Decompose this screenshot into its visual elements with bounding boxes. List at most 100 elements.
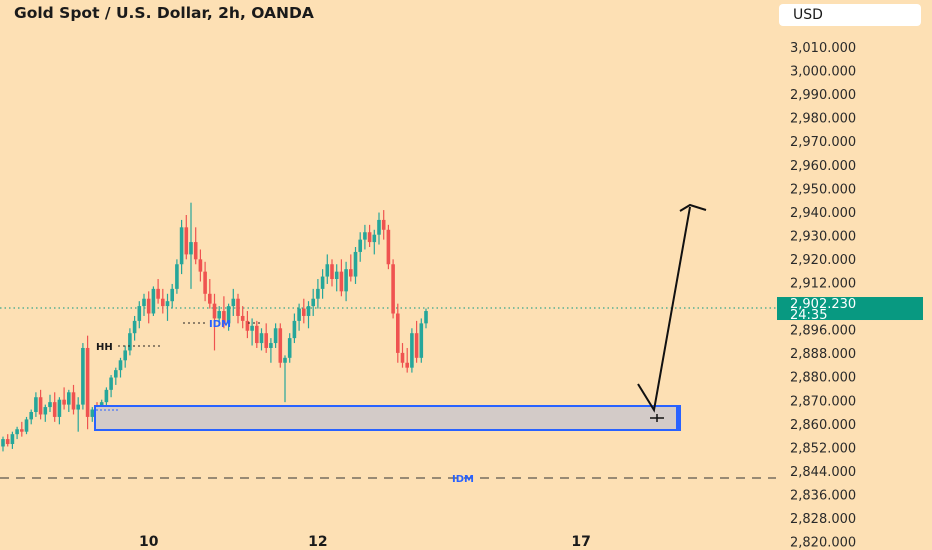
candle-body bbox=[175, 264, 179, 289]
y-tick-label: 3,000.000 bbox=[790, 65, 856, 80]
candle-body bbox=[203, 271, 207, 294]
candle-body bbox=[269, 343, 273, 348]
candle-body bbox=[161, 298, 165, 307]
candle-body bbox=[38, 397, 43, 415]
candle-body bbox=[1, 439, 5, 447]
y-tick-label: 2,888.000 bbox=[790, 347, 856, 362]
candle-body bbox=[278, 328, 283, 363]
y-tick-label: 2,912.000 bbox=[790, 277, 856, 292]
current-price-value: 2,902.230 bbox=[790, 297, 856, 312]
x-tick-label: 12 bbox=[308, 534, 327, 550]
hh-label: HH bbox=[96, 342, 113, 353]
y-tick-label: 2,940.000 bbox=[790, 206, 856, 221]
candle-body bbox=[170, 288, 174, 302]
candle-body bbox=[48, 402, 52, 408]
candle-body bbox=[71, 392, 76, 410]
candles-layer bbox=[1, 202, 428, 452]
candle-body bbox=[151, 288, 156, 314]
candle-body bbox=[330, 264, 334, 280]
current-price-tag bbox=[777, 297, 923, 321]
candle-body bbox=[372, 234, 377, 243]
x-tick-label: 10 bbox=[139, 534, 159, 550]
candle-body bbox=[297, 308, 301, 321]
candle-body bbox=[85, 347, 90, 417]
candle-body bbox=[339, 271, 344, 292]
candle-body bbox=[245, 320, 250, 331]
candle-body bbox=[104, 389, 109, 403]
y-tick-label: 2,930.000 bbox=[790, 229, 856, 244]
candle-body bbox=[287, 338, 292, 358]
projection-arrowhead bbox=[679, 203, 707, 212]
candle-body bbox=[358, 239, 362, 252]
y-tick-label: 2,820.000 bbox=[790, 536, 856, 550]
candle-body bbox=[184, 227, 189, 255]
y-tick-label: 2,960.000 bbox=[790, 159, 856, 174]
candle-body bbox=[29, 412, 33, 420]
chart-title: Gold Spot / U.S. Dollar, 2h, OANDA bbox=[14, 4, 314, 22]
annotations-layer: IDM HH IDM bbox=[94, 203, 707, 485]
candle-body bbox=[156, 288, 160, 299]
candle-body bbox=[391, 264, 395, 314]
demand-zone-box bbox=[94, 405, 681, 431]
candle-body bbox=[52, 402, 57, 417]
candle-body bbox=[400, 352, 405, 363]
candle-body bbox=[67, 392, 71, 405]
y-tick-label: 2,880.000 bbox=[790, 371, 856, 386]
currency-selector[interactable]: USD bbox=[779, 4, 921, 26]
demand-zone-edge bbox=[676, 406, 681, 430]
candle-body bbox=[128, 333, 132, 351]
candle-body bbox=[76, 404, 80, 410]
candle-body bbox=[20, 429, 24, 432]
candle-body bbox=[325, 264, 330, 277]
candle-body bbox=[212, 303, 217, 319]
y-tick-label: 2,852.000 bbox=[790, 441, 856, 456]
candle-body bbox=[57, 399, 62, 417]
candle-body bbox=[334, 271, 339, 280]
candle-body bbox=[217, 311, 221, 319]
time-axis[interactable]: 10 12 17 bbox=[139, 534, 591, 550]
candle-body bbox=[198, 259, 203, 272]
candle-body bbox=[386, 229, 391, 265]
idm-upper-label: IDM bbox=[209, 319, 231, 330]
candle-body bbox=[250, 325, 254, 331]
y-tick-label: 2,970.000 bbox=[790, 135, 856, 150]
candle-body bbox=[34, 397, 38, 412]
candle-body bbox=[396, 313, 400, 353]
candle-body bbox=[62, 399, 66, 405]
y-tick-label: 2,980.000 bbox=[790, 112, 856, 127]
candle-body bbox=[264, 333, 268, 348]
candle-body bbox=[189, 242, 193, 255]
candle-body bbox=[410, 333, 414, 368]
candle-body bbox=[208, 293, 212, 304]
candle-body bbox=[231, 298, 236, 307]
candle-body bbox=[306, 306, 311, 316]
y-tick-label: 2,836.000 bbox=[790, 488, 856, 503]
y-tick-label: 2,828.000 bbox=[790, 512, 856, 527]
candle-body bbox=[405, 362, 409, 368]
candle-body bbox=[123, 350, 127, 361]
projection-path bbox=[637, 206, 691, 413]
candle-body bbox=[10, 434, 15, 445]
candle-body bbox=[377, 219, 381, 235]
candle-body bbox=[90, 409, 95, 417]
x-tick-label: 17 bbox=[571, 534, 590, 550]
candle-body bbox=[118, 360, 123, 371]
candle-body bbox=[311, 298, 315, 307]
idm-lower-label: IDM bbox=[452, 474, 474, 485]
candle-body bbox=[193, 242, 198, 260]
candle-body bbox=[142, 298, 146, 307]
price-axis[interactable]: 3,010.000 3,000.000 2,990.000 2,980.000 2,97… bbox=[777, 41, 923, 550]
candle-body bbox=[109, 377, 113, 390]
candle-body bbox=[419, 323, 424, 358]
candle-body bbox=[349, 269, 353, 277]
candle-body bbox=[146, 298, 151, 314]
y-tick-label: 2,844.000 bbox=[790, 465, 856, 480]
candle-body bbox=[316, 288, 320, 299]
candle-body bbox=[273, 328, 278, 344]
candle-body bbox=[114, 370, 118, 378]
candle-body bbox=[320, 276, 325, 289]
candle-body bbox=[236, 298, 240, 316]
candle-body bbox=[43, 407, 48, 415]
candle-body bbox=[255, 325, 259, 344]
